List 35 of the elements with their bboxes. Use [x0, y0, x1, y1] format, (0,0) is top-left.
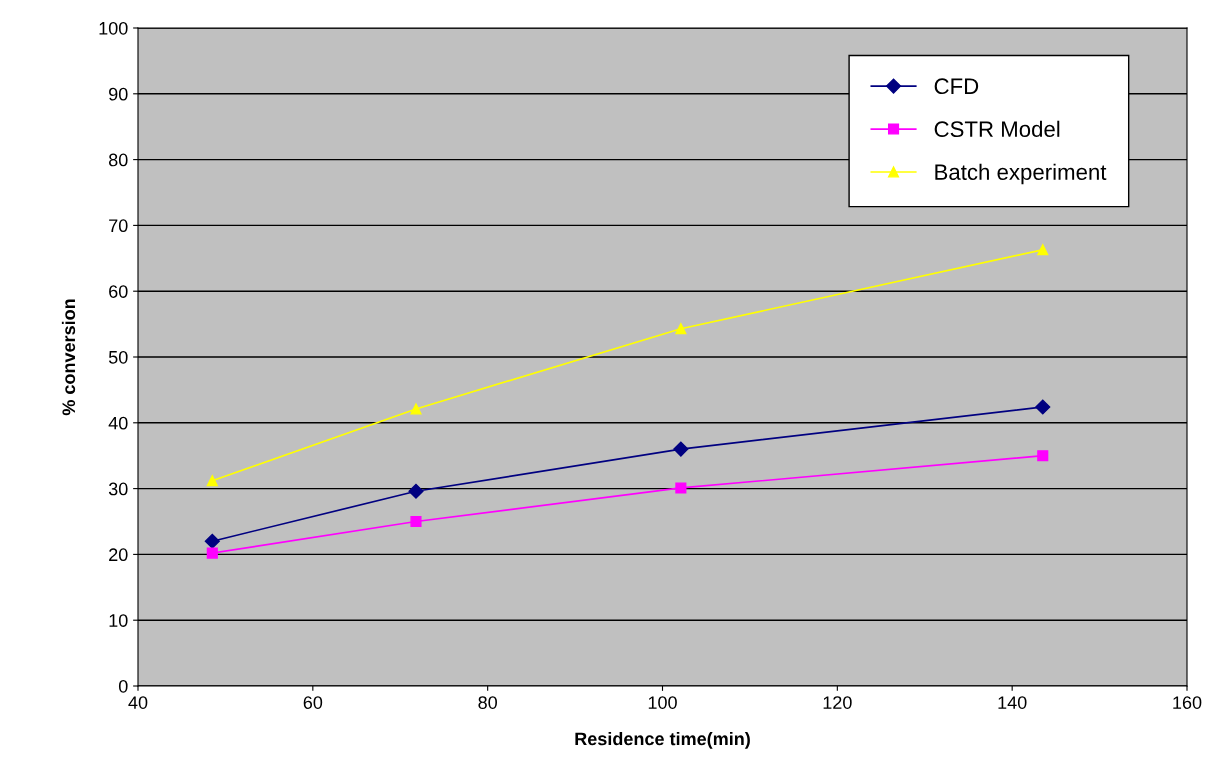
y-tick-label: 70 [109, 219, 128, 233]
y-tick-label: 90 [109, 87, 128, 101]
point [204, 533, 220, 549]
y-tick-label: 40 [108, 416, 128, 430]
point [410, 515, 422, 528]
x-tick-label: 80 [478, 696, 497, 709]
point [206, 547, 218, 559]
legend-label: CSTR Model [934, 120, 1060, 138]
point [1035, 399, 1051, 415]
y-tick-label: 10 [109, 614, 128, 627]
x-tick-label: 100 [648, 696, 677, 709]
x-tick-label: 120 [823, 696, 852, 709]
legend-label: CFD [934, 78, 979, 95]
x-tick-label: 160 [1173, 696, 1202, 709]
y-tick-label: 60 [109, 285, 128, 298]
legend-label: Batch experiment [935, 163, 1107, 185]
point [410, 403, 422, 415]
y-axis-title: % conversion [61, 299, 76, 416]
point [675, 323, 687, 335]
x-tick-label: 60 [303, 696, 323, 709]
x-tick-label: 40 [128, 696, 148, 709]
point [1037, 450, 1049, 462]
y-tick-label: 100 [99, 21, 128, 35]
x-axis-title: Residence time(min) [575, 732, 750, 749]
point [408, 483, 424, 499]
y-tick-label: 0 [118, 679, 128, 693]
y-tick-label: 20 [109, 548, 128, 562]
point [206, 475, 218, 487]
y-tick-label: 50 [108, 350, 128, 364]
y-tick-label: 80 [108, 153, 128, 167]
point [1037, 244, 1049, 256]
point [675, 482, 687, 494]
y-tick-label: 30 [108, 482, 128, 496]
point [673, 441, 689, 457]
x-tick-label: 140 [998, 696, 1027, 709]
